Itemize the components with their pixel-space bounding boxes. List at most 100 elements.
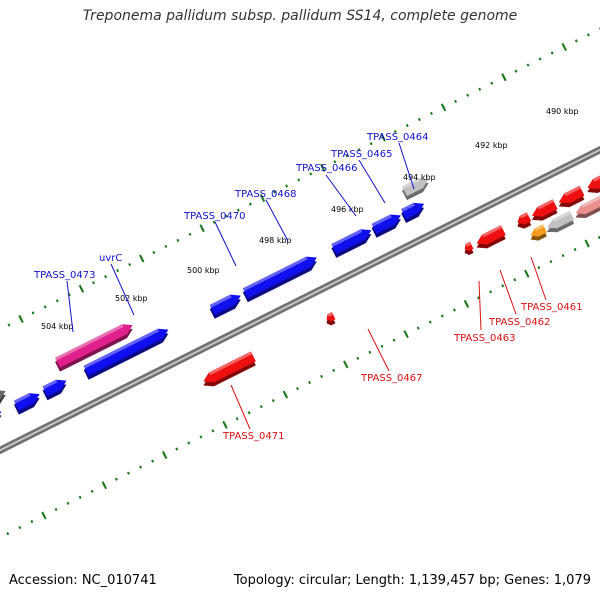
inner-minor-tick	[139, 465, 143, 469]
gene-reverse-7-highlight	[564, 185, 581, 197]
gene-forward-4-body	[83, 328, 169, 376]
gene-label-leader-8	[499, 269, 517, 315]
tick-label-2: 494 kbp	[403, 173, 436, 182]
outer-major-tick	[561, 42, 567, 51]
gene-forward-2-body	[13, 393, 40, 411]
gene-label-leader-1	[358, 159, 386, 204]
inner-minor-tick	[54, 507, 58, 512]
gene-label-11: TPASS_0471	[222, 431, 284, 442]
gene-reverse-4-body	[476, 225, 506, 245]
gene-orange-2	[530, 224, 547, 241]
outer-minor-tick	[574, 39, 578, 43]
inner-minor-tick	[380, 344, 384, 348]
inner-minor-tick	[368, 350, 372, 354]
outer-minor-tick	[297, 178, 301, 182]
inner-minor-tick	[187, 441, 191, 445]
gene-reverse-8-highlight	[592, 175, 600, 182]
gene-label-5: uvrC	[99, 253, 122, 264]
outer-minor-tick	[91, 281, 95, 285]
inner-minor-tick	[332, 368, 336, 373]
inner-major-tick	[282, 390, 289, 399]
inner-minor-tick	[356, 356, 360, 360]
outer-minor-tick	[478, 87, 482, 91]
tick-label-5: 500 kbp	[187, 266, 220, 275]
outer-minor-tick	[116, 268, 120, 273]
gene-reverse-3	[464, 241, 474, 256]
gene-label-leader-10	[367, 328, 390, 372]
gene-arrows	[0, 175, 600, 419]
tick-label-6: 502 kbp	[115, 294, 148, 303]
gene-uvrC	[55, 324, 133, 372]
gene-label-leader-2	[325, 174, 357, 217]
inner-minor-tick	[211, 429, 215, 433]
gene-label-2: TPASS_0466	[295, 163, 357, 174]
tick-label-1: 492 kbp	[475, 141, 508, 150]
gene-forward-3	[42, 379, 67, 401]
gene-forward-6-body	[242, 256, 317, 299]
inner-minor-tick	[308, 380, 312, 385]
inner-major-tick	[161, 451, 168, 460]
gene-label-leader-11	[230, 384, 251, 430]
gene-forward-1-body	[0, 411, 2, 415]
gene-forward-5-highlight	[209, 294, 232, 308]
gene-light-gray-1	[401, 178, 429, 201]
outer-minor-tick	[490, 81, 494, 85]
gene-label-4: TPASS_0470	[183, 211, 245, 222]
gene-label-8: TPASS_0462	[488, 317, 550, 328]
outer-major-tick	[320, 163, 326, 172]
gene-dark-gray-1-body	[0, 390, 6, 400]
accession-text: Accession: NC_010741	[9, 573, 157, 588]
outer-minor-tick	[586, 33, 590, 37]
gene-label-leader-5	[110, 263, 135, 316]
gene-forward-7	[331, 229, 372, 258]
outer-minor-tick	[7, 323, 11, 327]
gene-pink-1-highlight	[581, 195, 600, 208]
gene-reverse-2	[326, 312, 336, 326]
gene-reverse-6-highlight	[537, 199, 555, 210]
outer-minor-tick	[429, 111, 433, 116]
gene-label-0: TPASS_0464	[366, 132, 428, 143]
outer-minor-tick	[236, 208, 240, 212]
outer-minor-tick	[309, 172, 313, 176]
genome-summary-text: Topology: circular; Length: 1,139,457 bp…	[233, 573, 591, 588]
gene-reverse-8-body	[587, 175, 600, 189]
outer-major-tick	[440, 103, 447, 112]
inner-major-tick	[41, 511, 47, 520]
inner-minor-tick	[247, 411, 251, 415]
gene-reverse-6-body	[531, 199, 558, 217]
inner-minor-tick	[477, 296, 481, 300]
gene-forward-4	[83, 328, 169, 380]
gene-labels: TPASS_0464 TPASS_0465 TPASS_0466 TPASS_0468…	[33, 132, 582, 442]
outer-minor-tick	[405, 123, 409, 128]
outer-minor-tick	[248, 202, 252, 206]
gene-uvrC-body	[55, 324, 133, 368]
inner-minor-tick	[320, 374, 324, 379]
outer-minor-tick	[550, 51, 554, 55]
inner-minor-tick	[114, 477, 118, 481]
gene-label-3: TPASS_0468	[234, 189, 296, 200]
outer-major-tick	[18, 314, 24, 323]
gene-forward-9-highlight	[401, 202, 415, 212]
gene-forward-3-highlight	[42, 379, 58, 390]
outer-minor-tick	[212, 220, 216, 224]
gene-reverse-7-body	[558, 185, 585, 204]
outer-minor-tick	[393, 129, 397, 134]
inner-major-tick	[101, 481, 108, 490]
tick-label-3: 496 kbp	[331, 205, 364, 214]
outer-minor-tick	[454, 99, 458, 103]
outer-minor-tick	[188, 232, 192, 236]
inner-minor-tick	[175, 447, 179, 451]
gene-light-gray-2	[546, 210, 575, 233]
tick-label-7: 504 kbp	[41, 322, 74, 331]
gene-forward-7-body	[331, 229, 372, 254]
inner-minor-tick	[18, 525, 22, 530]
outer-minor-tick	[514, 69, 518, 73]
gene-forward-9	[401, 202, 425, 223]
outer-minor-tick	[104, 275, 108, 279]
outer-minor-tick	[43, 305, 47, 309]
outer-minor-tick	[128, 262, 132, 267]
gene-orange-2-highlight	[534, 224, 545, 232]
inner-minor-tick	[295, 386, 299, 391]
